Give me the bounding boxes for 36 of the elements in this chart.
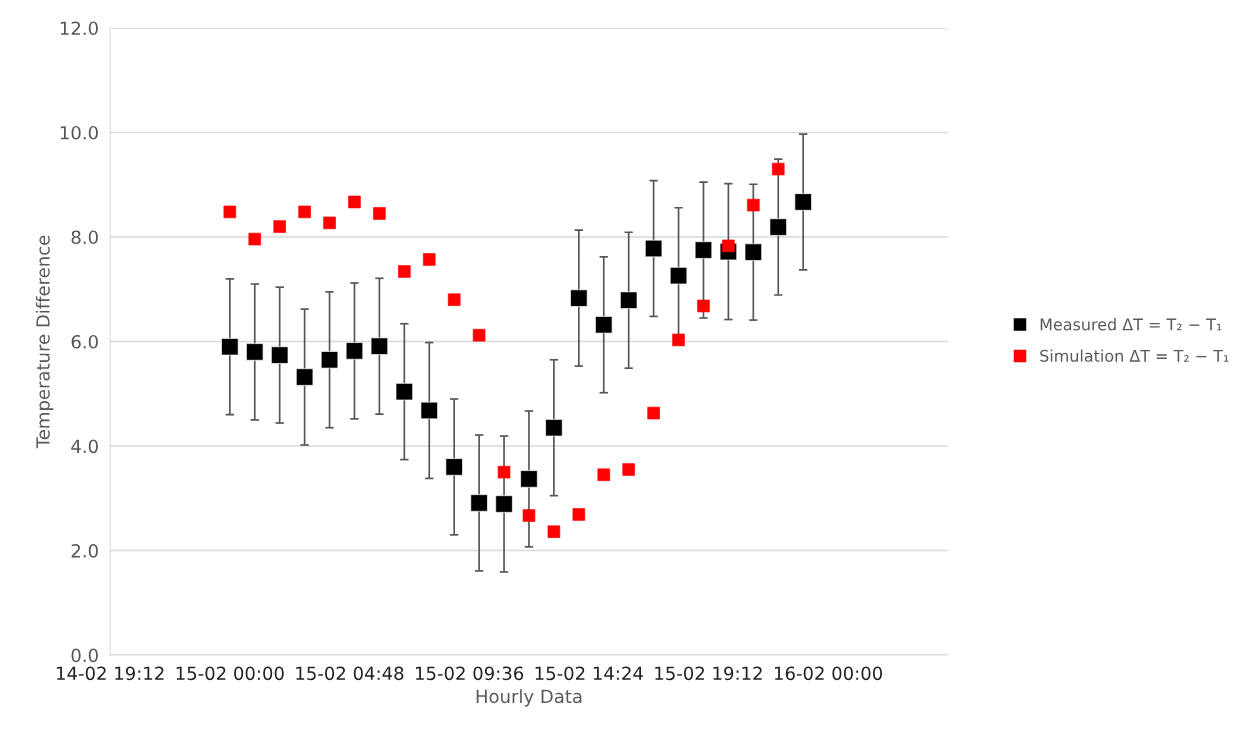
point (370, 337, 389, 355)
y-tick-label: 4.0 (71, 439, 98, 454)
y-tick-label: 8.0 (71, 230, 98, 245)
point (420, 401, 438, 420)
point (545, 419, 563, 437)
x-tick-label: 15-02 19:12 (655, 666, 762, 681)
x-axis-title: Hourly Data (476, 689, 582, 707)
y-tick-label: 2.0 (71, 543, 98, 558)
point (644, 239, 663, 258)
y-tick-label: 12.0 (60, 21, 98, 36)
point (722, 239, 735, 253)
y-tick-label: 6.0 (71, 334, 98, 349)
point (747, 198, 760, 212)
x-tick-label: 15-02 14:24 (535, 666, 643, 681)
point (769, 218, 787, 236)
x-tick-label: 15-02 09:36 (416, 666, 524, 681)
y-tick-label: 10.0 (60, 125, 98, 140)
point (248, 232, 262, 246)
point (772, 162, 785, 176)
point (744, 243, 763, 261)
legend-label: Measured ΔT = T₂ − T₁ (1040, 318, 1222, 331)
point (595, 316, 613, 334)
x-tick-label: 14-02 19:12 (57, 666, 164, 681)
point (547, 525, 561, 538)
point (345, 342, 364, 360)
point (298, 205, 311, 219)
point (320, 351, 339, 369)
y-axis-title: Temperature Difference (35, 235, 54, 449)
point (794, 193, 812, 211)
x-tick-label: 15-02 00:00 (176, 666, 284, 681)
legend-label: Simulation ΔT = T₂ − T₁ (1040, 349, 1229, 362)
x-tick-label: 16-02 00:00 (774, 666, 883, 681)
x-tick-label: 15-02 04:48 (296, 666, 404, 681)
point (295, 368, 314, 386)
y-tick-label: 0.0 (71, 648, 98, 663)
point (570, 289, 588, 307)
